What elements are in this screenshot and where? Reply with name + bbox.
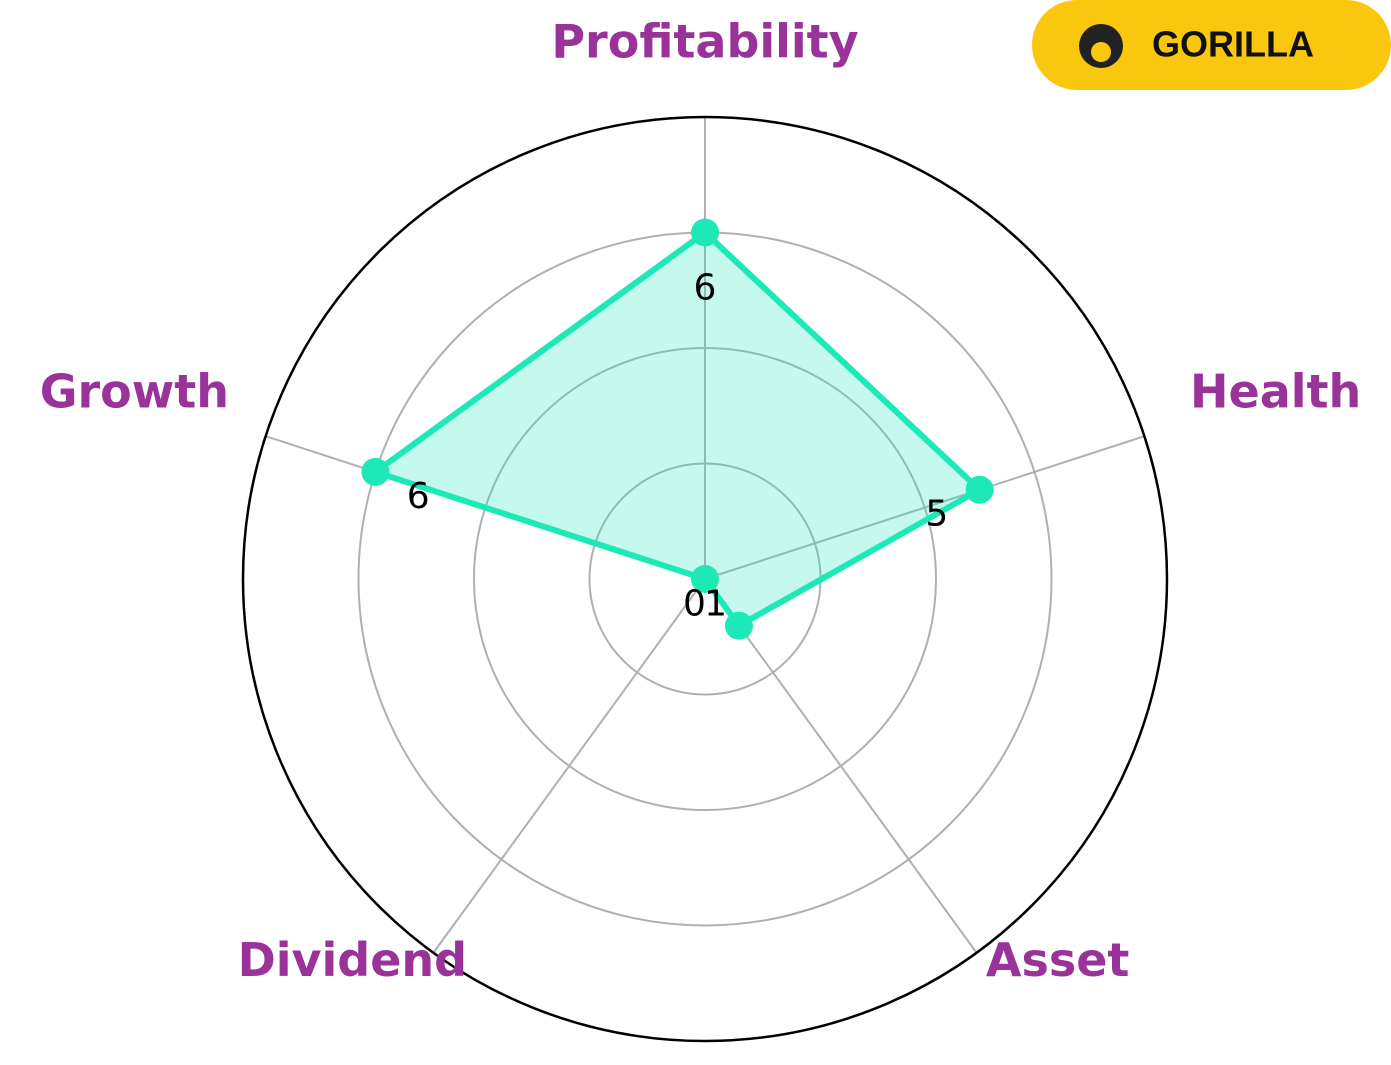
radar-point [724,611,753,640]
logo-text: GORILLA [1152,24,1314,65]
spoke [704,578,978,954]
radar-point [691,218,719,247]
value-label: 1 [704,584,727,625]
value-label: 5 [925,494,948,535]
value-label: 6 [694,268,717,309]
logo[interactable]: GORILLA [1032,0,1391,90]
radar-point [965,475,994,504]
logo-icon-face [1091,42,1111,62]
category-label: Growth [40,365,229,419]
spoke [704,435,1145,580]
category-label: Dividend [238,933,468,987]
radar-point [361,457,390,486]
value-label: 6 [407,476,430,517]
radar-point [691,565,719,593]
category-label: Asset [986,933,1130,987]
category-label: Profitability [551,15,858,69]
radar-area [372,229,983,629]
logo-badge [1032,0,1391,90]
category-label: Health [1190,365,1361,419]
outer-circle [241,115,1169,1043]
spoke [432,578,706,954]
value-label: 0 [683,584,706,625]
